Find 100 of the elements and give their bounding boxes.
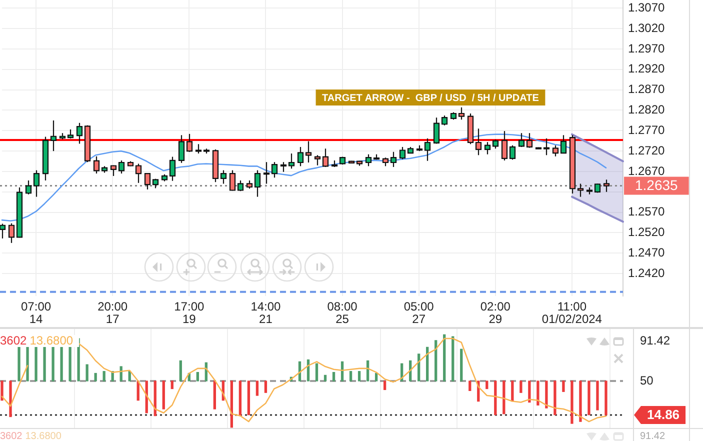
candlestick [0,223,6,239]
candlestick [390,151,397,168]
candlestick [280,162,287,172]
candlestick [441,114,448,126]
bar [579,380,582,422]
y-tick-label: 1.2570 [628,204,666,219]
bar [52,346,54,382]
bar [502,380,506,414]
bar [545,380,548,408]
y-tick-label: 1.2670 [628,164,666,178]
x-tick-label: 20:00 17 [98,300,128,326]
bar [520,380,522,393]
bar [247,380,250,416]
y-tick-label: 50 [640,373,654,388]
y-tick-label: 1.2770 [628,122,666,137]
candlestick [501,130,508,161]
bar [588,380,590,416]
candlestick [195,144,202,154]
bar [596,380,599,410]
y-tick-label: 1.2470 [628,245,666,260]
bar [256,380,259,396]
bar [443,334,446,382]
candlestick [254,170,261,198]
y-tick-label: 1.2920 [628,62,666,76]
candlestick [603,179,610,192]
bar [434,340,438,382]
bar [604,380,608,416]
annotation: TARGET ARROW - GBP / USD / 5H / UPDATE [322,92,540,104]
candlestick [484,142,491,155]
candlestick [178,134,185,164]
y-tick-label: 1.2420 [628,266,666,280]
bar [26,346,29,382]
candlestick [424,138,431,162]
bar [238,380,242,416]
x-tick-label: 07:00 14 [21,300,52,326]
bar [358,371,361,382]
candlestick [263,162,270,184]
y-tick-label: 1.2520 [628,225,666,240]
bar [94,372,97,382]
candlestick [509,144,516,160]
candlestick [314,154,321,166]
candlestick [110,164,117,177]
candlestick [365,154,372,167]
ref-line-label: 1.2635 [634,177,678,194]
bar [374,372,378,382]
candlestick [288,152,295,170]
candlestick [220,170,227,184]
candlestick [399,146,406,160]
candlestick [93,156,100,174]
bar [9,380,12,418]
candlestick [50,120,57,152]
candlestick [577,183,584,198]
candlestick [552,144,559,157]
x-tick-label: 02:00 29 [480,300,511,326]
annotation: 3602 [0,333,28,348]
y-tick-label: 1.2820 [628,102,666,117]
candlestick [76,122,83,144]
bar [86,364,88,382]
x-tick-label: 11:00 01/02/2024 [542,300,602,326]
y-tick-label: 91.42 [640,333,670,348]
bar [0,380,4,401]
bar [528,380,531,403]
candlestick [458,106,465,120]
bar [34,346,38,382]
candlestick [33,170,40,198]
bar [102,371,106,382]
candlestick [271,162,278,178]
candlestick [135,163,142,184]
bar [536,380,540,406]
candlestick [25,180,32,195]
bar [418,354,420,382]
candlestick [543,138,550,156]
bar [562,380,565,392]
bar [43,346,46,382]
ref-line-label: 14.86 [646,407,680,422]
y-tick-label: 1.2870 [628,82,666,96]
bar [60,346,63,382]
candlestick [322,148,329,168]
candlestick [118,160,125,174]
candlestick [433,117,440,144]
candlestick [560,134,567,154]
bar [494,380,497,416]
bar [468,380,472,391]
x-tick-label: 14:00 21 [250,300,282,326]
candlestick [186,133,193,152]
x-tick-label: 08:00 25 [327,300,358,326]
y-tick-label: 1.3020 [628,20,666,35]
bar [162,380,165,410]
annotation: 13.6800 [30,333,74,348]
y-tick-label: 1.2720 [628,143,666,158]
text: 3602 [0,430,23,441]
bar [554,380,556,416]
bar [230,380,234,428]
candlestick [475,128,482,156]
x-tick-label: 17:00 19 [174,300,204,326]
bar [170,380,174,390]
bar [196,372,199,382]
candlestick [8,222,15,244]
candlestick [297,146,304,167]
candlestick [169,156,176,182]
